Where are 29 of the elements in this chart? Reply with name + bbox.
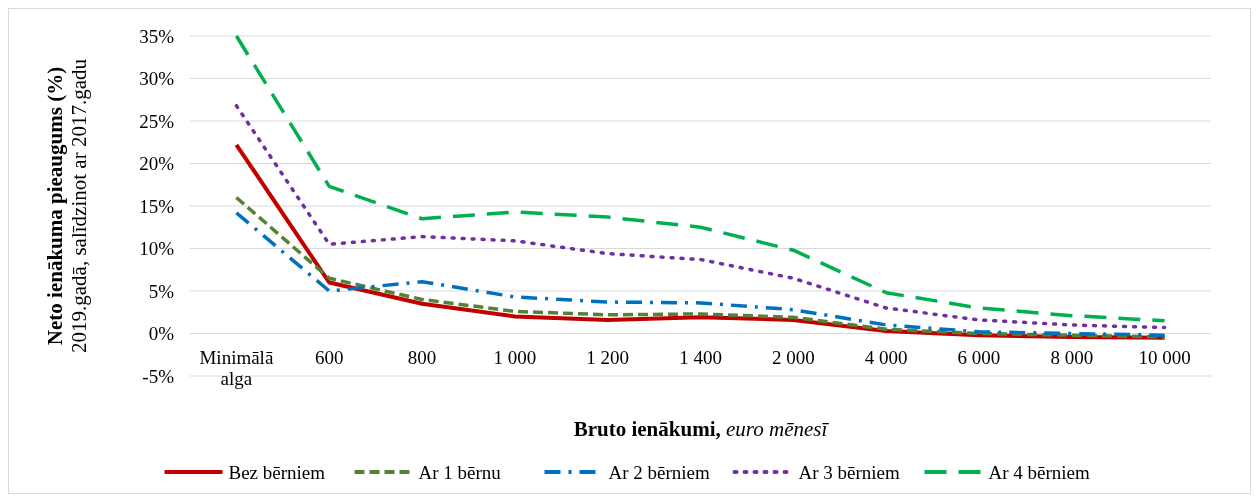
x-tick-label: 800 [407, 346, 437, 368]
x-tick-label: 6 000 [957, 346, 1001, 368]
x-tick-label: 10 000 [1138, 346, 1191, 368]
x-tick-label: 8 000 [1050, 346, 1094, 368]
line-series [234, 34, 1167, 323]
x-tick-label: 2 000 [771, 346, 815, 368]
y-tick-label: 10% [139, 238, 175, 260]
x-tick-label: Minimālā alga [199, 346, 274, 389]
x-axis-title: Bruto ienākumi, euro mēnesī [573, 417, 830, 441]
x-tick-label: 1 200 [586, 346, 630, 368]
line-series [234, 103, 1167, 330]
legend-label: Ar 3 bērniem [798, 461, 901, 483]
y-tick-label: 35% [139, 25, 175, 47]
x-tick-label: 600 [314, 346, 344, 368]
y-tick-label: 20% [139, 153, 175, 175]
y-axis-title: Neto ienākuma pieaugums (%) 2019.gadā, salīdzinot ar 2017.gadu [43, 58, 91, 353]
y-tick-label: 0% [148, 323, 175, 345]
x-tick-label: 1 400 [679, 346, 722, 368]
legend-label: Ar 2 bērniem [608, 461, 711, 483]
legend-label: Ar 1 bērnu [418, 461, 502, 483]
legend-label: Bez bērniem [228, 461, 326, 483]
y-tick-label: 25% [139, 110, 175, 132]
legend-label: Ar 4 bērniem [988, 461, 1091, 483]
x-tick-label: 1 000 [493, 346, 537, 368]
x-tick-label: 4 000 [864, 346, 908, 368]
y-tick-label: -5% [142, 365, 175, 387]
y-tick-label: 5% [148, 280, 175, 302]
y-tick-label: 30% [139, 68, 175, 90]
y-tick-label: 15% [139, 195, 175, 217]
